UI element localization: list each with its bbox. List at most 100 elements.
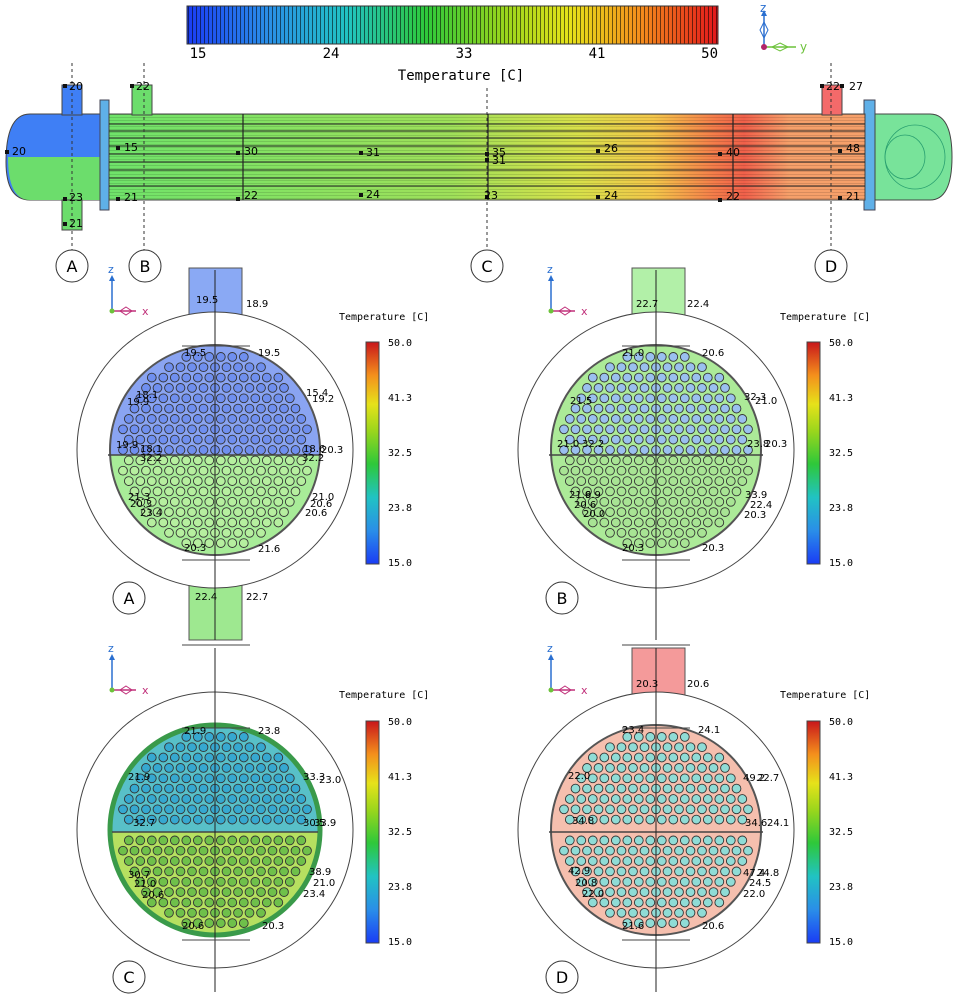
- tube: [273, 752, 284, 763]
- tube: [158, 794, 169, 804]
- tube: [204, 814, 215, 825]
- tube: [227, 538, 238, 548]
- tube: [622, 414, 633, 424]
- tube: [302, 804, 312, 815]
- colorbar-title: Temperature [C]: [339, 690, 429, 701]
- tube: [238, 496, 249, 507]
- tube: [221, 887, 232, 897]
- tube: [181, 455, 192, 466]
- tube: [215, 856, 226, 866]
- tube: [564, 455, 575, 466]
- tube: [233, 742, 243, 753]
- tube: [221, 424, 232, 435]
- tube: [198, 804, 209, 815]
- tube: [599, 455, 610, 466]
- tube: [129, 783, 140, 794]
- top-colorbar: 15 24 33 41 50 Temperature [C]: [186, 5, 719, 84]
- tube: [233, 866, 243, 877]
- tube: [238, 372, 249, 383]
- tube: [279, 866, 289, 877]
- tube: [158, 414, 169, 424]
- tube: [215, 814, 226, 825]
- tube: [192, 496, 203, 507]
- tube: [192, 434, 203, 445]
- tube: [605, 362, 615, 373]
- tube: [610, 476, 621, 486]
- colorbar-tick: 15.0: [388, 937, 412, 948]
- tube: [135, 455, 146, 466]
- section-marker-label: B: [140, 257, 151, 276]
- tube: [181, 372, 192, 383]
- tube: [192, 897, 203, 908]
- tube: [221, 507, 232, 517]
- tube: [250, 455, 261, 466]
- tube: [576, 434, 587, 445]
- tube: [697, 383, 707, 393]
- tube: [605, 527, 615, 538]
- tube: [645, 496, 656, 507]
- tube: [714, 372, 725, 383]
- tube: [674, 907, 684, 918]
- tube: [570, 845, 581, 856]
- tube: [628, 866, 638, 877]
- tube: [164, 383, 174, 393]
- tube: [175, 783, 186, 794]
- tube: [610, 814, 621, 825]
- tube: [622, 794, 633, 804]
- tube: [279, 783, 289, 794]
- tube: [198, 445, 209, 455]
- tube: [164, 424, 174, 435]
- tube: [204, 918, 215, 928]
- tube: [215, 897, 226, 908]
- tube: [187, 465, 197, 476]
- tube: [685, 887, 696, 897]
- tube: [123, 856, 134, 866]
- tube: [261, 414, 272, 424]
- tube: [582, 804, 592, 815]
- tube: [633, 496, 644, 507]
- temperature-label: 22.7: [636, 299, 658, 310]
- tube: [284, 794, 295, 804]
- tube: [118, 424, 128, 435]
- tube: [720, 445, 730, 455]
- tube: [616, 383, 627, 393]
- tube: [204, 876, 215, 887]
- tube: [233, 403, 243, 414]
- tube: [273, 517, 284, 528]
- temperature-label: 42.9: [568, 866, 590, 877]
- tube: [158, 434, 169, 445]
- tube: [587, 897, 598, 908]
- tube: [587, 393, 598, 404]
- tube: [192, 794, 203, 804]
- tube: [198, 424, 209, 435]
- tube: [233, 383, 243, 393]
- tube: [628, 742, 638, 753]
- tube: [135, 476, 146, 486]
- tube: [192, 773, 203, 784]
- temperature-label: 18.1: [140, 444, 162, 455]
- tube: [679, 496, 690, 507]
- tube: [570, 465, 581, 476]
- tube: [146, 752, 157, 763]
- tube: [198, 783, 209, 794]
- tube: [158, 835, 169, 846]
- temperature-label: 22.0: [568, 771, 590, 782]
- tube: [656, 434, 667, 445]
- tube: [674, 507, 684, 517]
- top-colorbar-tick: 50: [701, 46, 718, 62]
- tube: [633, 476, 644, 486]
- colorbar-tick: 32.5: [829, 448, 853, 459]
- tube: [302, 465, 312, 476]
- section-markers: A B C D: [55, 249, 848, 283]
- tube: [187, 742, 197, 753]
- temperature-label: 24.5: [749, 878, 771, 889]
- tube: [267, 783, 278, 794]
- colorbar-title: Temperature [C]: [780, 312, 870, 323]
- tube: [639, 845, 650, 856]
- tube: [599, 476, 610, 486]
- tube: [250, 496, 261, 507]
- tube: [152, 763, 163, 773]
- tube: [593, 804, 604, 815]
- tube: [662, 742, 673, 753]
- colorbar-tick: 41.3: [388, 772, 412, 783]
